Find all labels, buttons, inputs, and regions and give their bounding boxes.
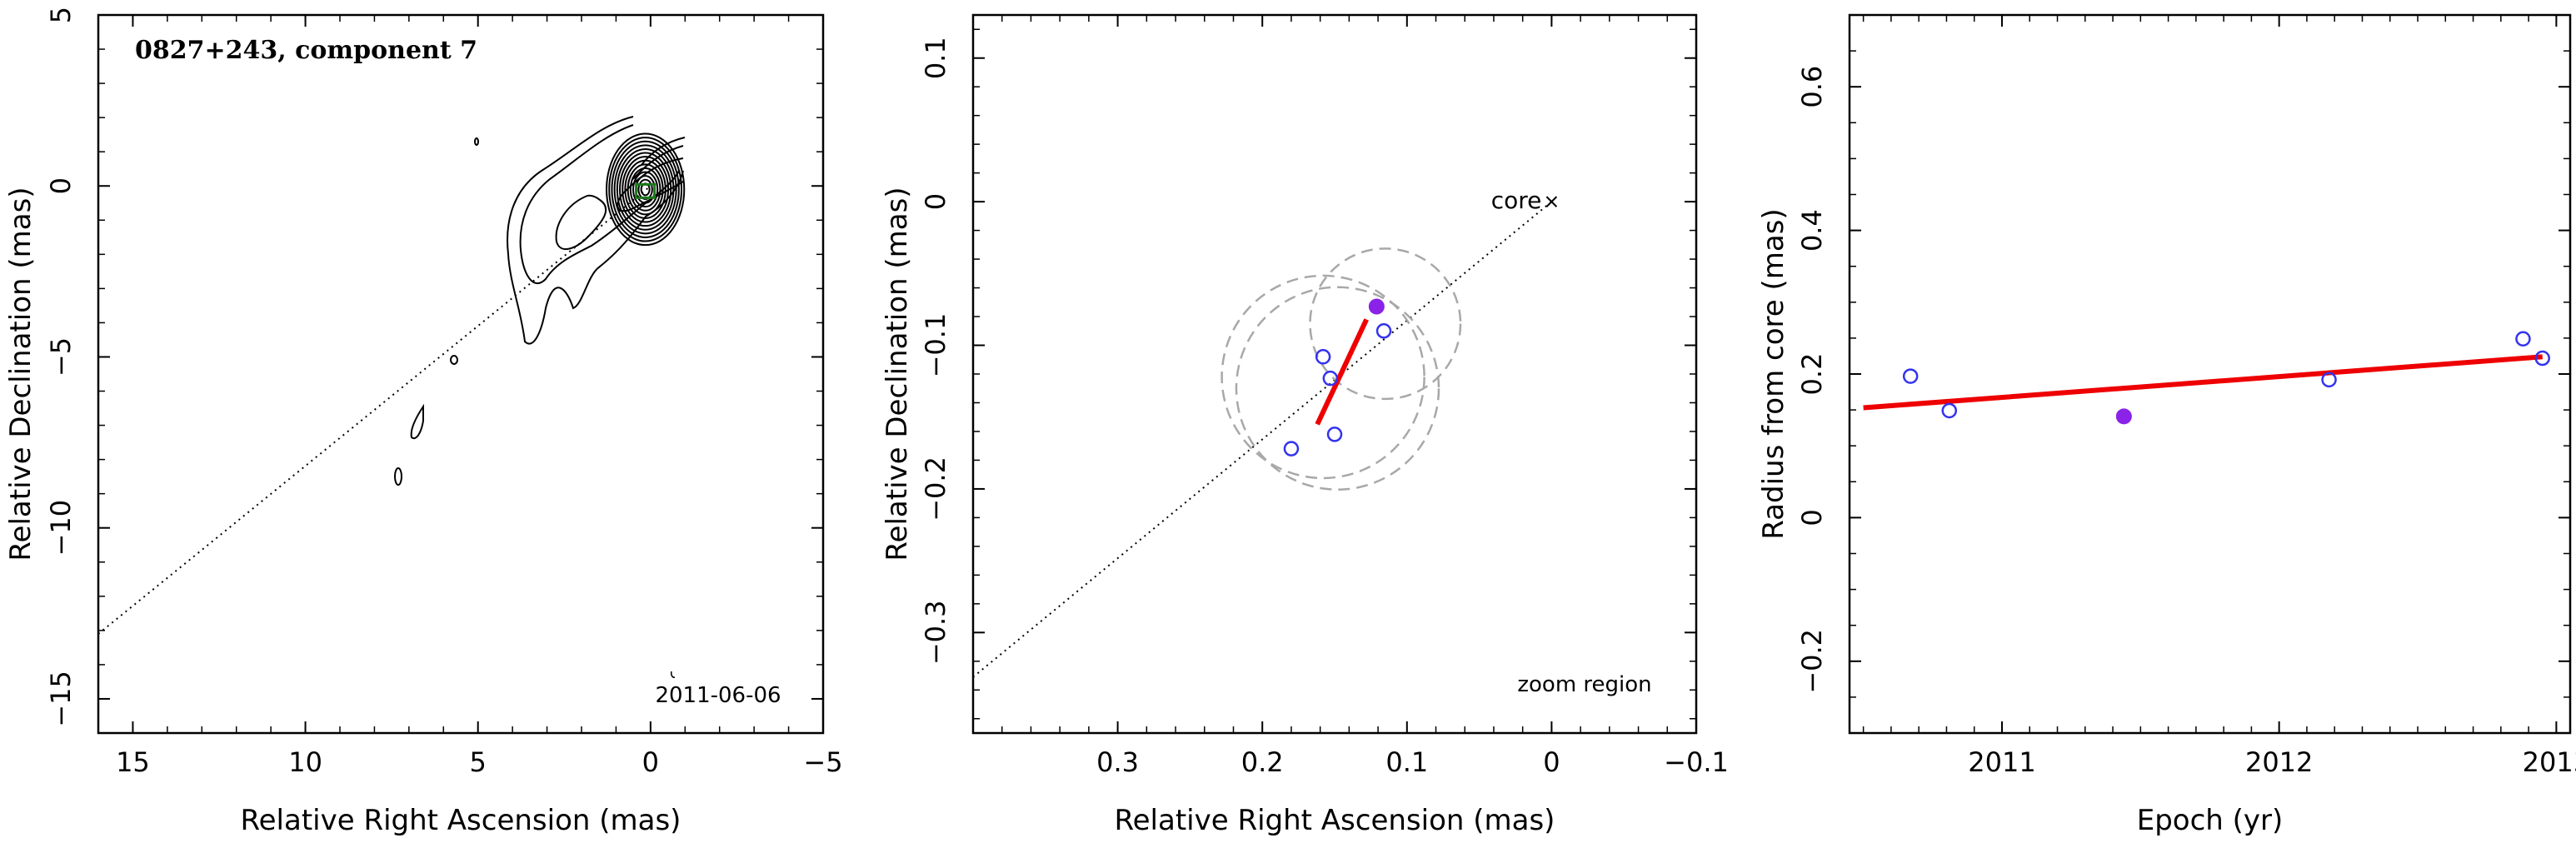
core-contour <box>606 132 686 247</box>
panel-zoom-region: 0.3 0.2 0.1 0 −0.1 0.1 0 −0.1 −0.2 −0.3 zoom regi… <box>881 13 1729 837</box>
panel3-xlabel: Epoch (yr) <box>2137 804 2284 837</box>
y-tick-label: −0.2 <box>1796 629 1828 694</box>
data-point-open <box>1902 368 1919 384</box>
panel3-ticks: 2011 2012 2013 0.6 0.4 0.2 0 −0.2 <box>1796 14 2576 778</box>
motion-vector <box>1315 318 1369 426</box>
x-tick-label: 5 <box>470 746 487 778</box>
x-tick-label: 0.2 <box>1241 746 1284 778</box>
small-contour <box>671 671 676 678</box>
y-tick-label: −0.3 <box>920 600 951 665</box>
panel1-frame <box>97 13 825 735</box>
x-tick-label: −0.1 <box>1664 746 1729 778</box>
panel1-title: 0827+243, component 7 <box>135 36 477 65</box>
panel2-ticks: 0.3 0.2 0.1 0 −0.1 0.1 0 −0.1 −0.2 −0.3 <box>920 15 1729 778</box>
core-contour <box>637 178 653 200</box>
data-point-open <box>1315 349 1331 365</box>
small-contour <box>450 355 458 365</box>
panel-contour-map: 15 10 5 0 −5 5 0 −5 −10 −15 0827+243, component 7… <box>4 7 843 837</box>
panel2-ylabel: Relative Declination (mas) <box>881 187 914 561</box>
y-tick-label: −15 <box>45 671 77 727</box>
y-tick-label: −5 <box>45 337 77 377</box>
jet-contour <box>641 137 686 166</box>
x-tick-label: 2013 <box>2523 746 2576 778</box>
x-tick-label: 0.1 <box>1385 746 1428 778</box>
data-point-open <box>1326 426 1343 442</box>
data-point-open <box>2515 331 2531 347</box>
jet-direction-line <box>97 185 651 635</box>
panel2-content <box>972 196 1558 678</box>
jet-contour <box>519 124 680 285</box>
x-tick-label: 2012 <box>2245 746 2313 778</box>
panel2-xlabel: Relative Right Ascension (mas) <box>1115 804 1555 837</box>
component-marker <box>635 182 656 199</box>
panel1-content <box>97 185 651 635</box>
fit-line <box>1863 354 2543 411</box>
panel3-content <box>1863 331 2550 425</box>
x-tick-label: 0 <box>1543 746 1560 778</box>
y-tick-label: 0.2 <box>1796 353 1828 396</box>
x-tick-label: 0.3 <box>1096 746 1139 778</box>
error-circle <box>1309 247 1462 401</box>
data-point-open <box>2321 372 2337 388</box>
data-point-filled <box>2115 408 2132 425</box>
y-tick-label: 0.1 <box>920 37 951 79</box>
error-circle <box>1235 286 1440 491</box>
y-tick-label: 0.4 <box>1796 209 1828 252</box>
y-tick-label: 0 <box>920 193 951 210</box>
panel3-frame <box>1848 13 2572 735</box>
panel-radius-vs-epoch: 2011 2012 2013 0.6 0.4 0.2 0 −0.2 Epoch (yr) Ra… <box>1757 13 2576 837</box>
x-tick-label: 0 <box>642 746 659 778</box>
core-contour <box>608 137 683 242</box>
data-point-open <box>1375 323 1392 339</box>
panel1-ticks: 15 10 5 0 −5 5 0 −5 −10 −15 <box>45 7 843 778</box>
y-tick-label: −0.2 <box>920 456 951 521</box>
core-contour <box>632 171 659 208</box>
core-label: core <box>1491 187 1542 214</box>
x-tick-label: 15 <box>116 746 150 778</box>
jet-contour <box>632 145 684 180</box>
data-point-open <box>1941 402 1958 419</box>
y-tick-label: 0.6 <box>1796 66 1828 108</box>
date-label: 2011-06-06 <box>655 683 781 708</box>
y-tick-label: 0 <box>45 177 77 194</box>
core-contour <box>629 167 661 212</box>
jet-contour <box>617 157 684 212</box>
core-contour <box>613 144 677 235</box>
zoom-region-label: zoom region <box>1517 672 1651 697</box>
data-point-open <box>1322 370 1339 387</box>
panel1-xlabel: Relative Right Ascension (mas) <box>241 804 681 837</box>
y-tick-label: 5 <box>45 7 77 23</box>
data-point-filled <box>1368 298 1385 315</box>
jet-contour <box>507 116 684 345</box>
y-tick-label: −0.1 <box>920 313 951 378</box>
small-contour <box>410 403 424 440</box>
panel3-ylabel: Radius from core (mas) <box>1757 208 1790 539</box>
core-contour <box>611 140 680 238</box>
trend-line <box>972 201 1553 678</box>
panel1-ylabel: Relative Declination (mas) <box>4 187 37 561</box>
y-tick-label: 0 <box>1796 509 1828 526</box>
x-tick-label: 10 <box>288 746 322 778</box>
x-tick-label: 2011 <box>1968 746 2035 778</box>
small-contour <box>474 137 479 146</box>
data-point-open <box>2534 350 2550 367</box>
core-marker <box>1545 196 1558 207</box>
jet-contour <box>555 194 607 250</box>
small-contour <box>394 467 402 486</box>
data-point-open <box>1283 441 1300 456</box>
x-tick-label: −5 <box>803 746 842 778</box>
error-circle <box>1221 274 1425 480</box>
core-contour <box>616 147 675 231</box>
contour-lines <box>394 116 686 678</box>
y-tick-label: −10 <box>45 500 77 556</box>
